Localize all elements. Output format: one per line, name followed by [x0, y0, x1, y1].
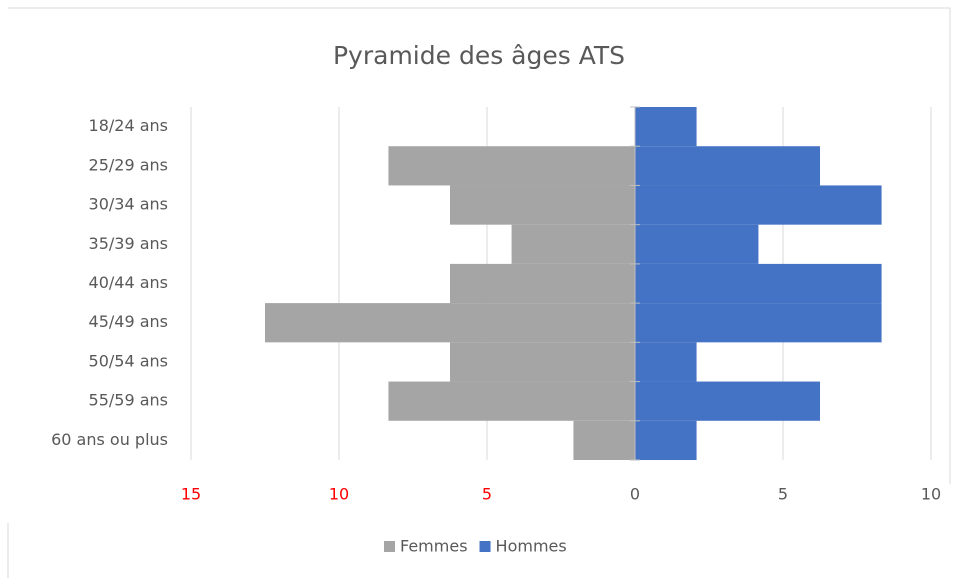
- bar: [635, 342, 697, 382]
- bar: [265, 303, 635, 343]
- chart-title: Pyramide des âges ATS: [333, 41, 625, 70]
- x-tick-label: 5: [778, 485, 788, 504]
- y-tick-label: 18/24 ans: [89, 116, 168, 135]
- bar: [635, 146, 820, 186]
- legend-swatch: [479, 541, 491, 552]
- bar: [450, 185, 635, 225]
- bar: [635, 224, 759, 264]
- bar: [511, 224, 635, 264]
- y-tick-label: 45/49 ans: [89, 312, 168, 331]
- bar: [388, 146, 635, 186]
- x-tick-label: 10: [921, 485, 941, 504]
- legend-swatch: [384, 541, 395, 552]
- y-tick-label: 55/59 ans: [89, 391, 168, 410]
- x-tick-label: 0: [630, 485, 640, 504]
- chart-frame: [7, 7, 951, 578]
- y-tick-label: 60 ans ou plus: [51, 430, 168, 449]
- y-tick-label: 35/39 ans: [89, 234, 168, 253]
- bar: [635, 381, 820, 421]
- x-tick-label: 5: [482, 485, 492, 504]
- bar: [635, 263, 882, 304]
- bar: [635, 185, 882, 225]
- x-tick-label: 15: [181, 485, 201, 504]
- legend-label: Hommes: [496, 537, 567, 556]
- y-tick-label: 30/34 ans: [89, 195, 168, 214]
- bar: [573, 420, 635, 460]
- legend-label: Femmes: [400, 537, 468, 556]
- bar: [635, 107, 697, 147]
- x-tick-label: 10: [329, 485, 349, 504]
- y-tick-label: 40/44 ans: [89, 273, 168, 292]
- bar: [450, 263, 635, 304]
- bar: [635, 420, 697, 460]
- y-tick-label: 25/29 ans: [89, 155, 168, 174]
- bar: [450, 342, 635, 382]
- bar: [388, 381, 635, 421]
- y-tick-label: 50/54 ans: [89, 351, 168, 370]
- bar: [635, 303, 882, 343]
